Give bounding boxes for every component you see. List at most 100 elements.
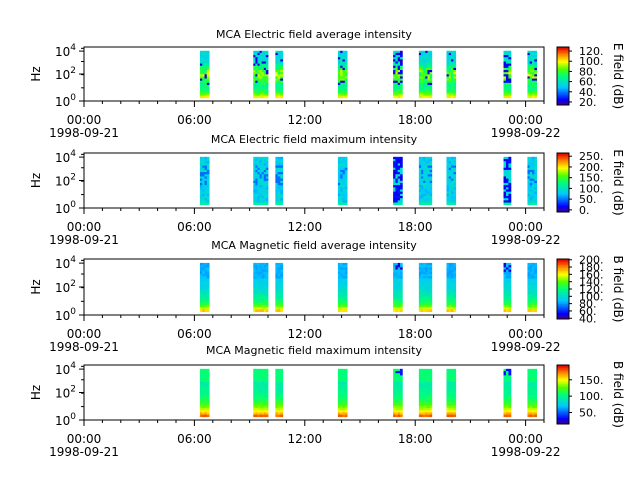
spectrogram-cell [508, 59, 512, 62]
spectrogram-cell [253, 373, 256, 376]
spectrogram-cell [418, 52, 422, 56]
spectrogram-cell [261, 399, 265, 402]
spectrogram-cell [253, 282, 256, 286]
spectrogram-cell [508, 202, 512, 206]
spectrogram-cell [418, 403, 422, 407]
spectrogram-cell [529, 285, 533, 288]
spectrogram-cell [337, 82, 341, 86]
spectrogram-cell [337, 377, 341, 381]
spectrogram-cell [429, 174, 433, 177]
spectrogram-cell [206, 262, 210, 266]
colorbar-swatch [557, 70, 569, 73]
spectrogram-cell [448, 74, 452, 77]
spectrogram-cell [257, 82, 260, 86]
spectrogram-cell [532, 187, 535, 190]
spectrogram-cell [199, 291, 203, 295]
spectrogram-cell [451, 280, 454, 284]
colorbar-swatch [557, 163, 569, 166]
spectrogram-cell [446, 93, 450, 97]
spectrogram-cell [505, 185, 509, 188]
spectrogram-cell [395, 185, 399, 188]
spectrogram-cell [277, 401, 281, 405]
spectrogram-cell [253, 191, 256, 195]
spectrogram-cell [505, 399, 509, 402]
spectrogram-cell [261, 300, 265, 304]
colorbar-tick-label: 20. [579, 96, 597, 109]
spectrogram-cell [503, 78, 507, 82]
spectrogram-cell [337, 165, 341, 169]
spectrogram-cell [395, 298, 399, 301]
spectrogram-cell [418, 381, 422, 385]
spectrogram-cell [421, 198, 424, 201]
spectrogram-cell [199, 169, 203, 173]
spectrogram-cell [427, 309, 431, 313]
spectrogram-cell [259, 202, 263, 206]
spectrogram-cell [505, 84, 509, 88]
spectrogram-cell [508, 392, 512, 396]
spectrogram-cell [204, 388, 208, 391]
spectrogram-cell [503, 202, 507, 206]
spectrogram-cell [418, 408, 422, 411]
spectrogram-cell [527, 414, 531, 418]
spectrogram-cell [527, 65, 531, 69]
spectrogram-cell [508, 187, 512, 190]
spectrogram-cell [202, 397, 205, 400]
spectrogram-cell [418, 70, 422, 73]
spectrogram-cell [397, 196, 401, 199]
spectrogram-cell [400, 57, 403, 60]
x-tick-label: 18:00 [398, 220, 433, 234]
spectrogram-cell [427, 392, 431, 396]
y-tick-label: 100 [55, 412, 76, 428]
spectrogram-cell [397, 414, 401, 418]
spectrogram-cell [397, 381, 401, 385]
spectrogram-cell [425, 269, 428, 273]
colorbar-swatch [557, 87, 569, 90]
spectrogram-cell [257, 410, 260, 413]
spectrogram-cell [259, 57, 263, 60]
spectrogram-cell [446, 84, 450, 88]
spectrogram-cell [453, 63, 457, 67]
spectrogram-cell [505, 78, 509, 82]
spectrogram-cell [340, 368, 343, 372]
spectrogram-cell [425, 273, 428, 277]
spectrogram-cell [257, 50, 260, 54]
colorbar-swatch [557, 86, 569, 89]
spectrogram-cell [395, 414, 399, 418]
spectrogram-cell [395, 180, 399, 184]
spectrogram-cell [527, 87, 531, 90]
spectrogram-cell [342, 82, 346, 86]
spectrogram-cell [505, 401, 509, 405]
spectrogram-cell [265, 285, 269, 288]
spectrogram-cell [340, 392, 343, 396]
spectrogram-cell [508, 390, 512, 394]
spectrogram-cell [340, 280, 343, 284]
spectrogram-cell [340, 302, 343, 306]
spectrogram-cell [204, 91, 208, 94]
spectrogram-cell [425, 392, 428, 396]
spectrogram-cell [429, 67, 433, 71]
spectrogram-cell [255, 174, 258, 177]
spectrogram-cell [451, 265, 454, 268]
spectrogram-cell [259, 262, 263, 266]
spectrogram-cell [206, 182, 210, 186]
spectrogram-cell [429, 91, 433, 94]
spectrogram-cell [421, 95, 424, 99]
spectrogram-cell [427, 89, 431, 92]
spectrogram-cell [532, 189, 535, 193]
spectrogram-cell [265, 375, 269, 378]
spectrogram-cell [265, 291, 269, 295]
spectrogram-cell [527, 412, 531, 415]
spectrogram-cell [259, 189, 263, 193]
spectrogram-cell [257, 169, 260, 173]
spectrogram-cell [393, 390, 396, 394]
spectrogram-cell [199, 163, 203, 166]
spectrogram-cell [259, 390, 263, 394]
spectrogram-cell [337, 169, 341, 173]
spectrogram-cell [340, 93, 343, 97]
spectrogram-cell [395, 269, 399, 273]
spectrogram-cell [508, 67, 512, 71]
spectrogram-cell [453, 403, 457, 407]
spectrogram-cell [342, 403, 346, 407]
spectrogram-cell [257, 172, 260, 175]
spectrogram-cell [425, 50, 428, 54]
